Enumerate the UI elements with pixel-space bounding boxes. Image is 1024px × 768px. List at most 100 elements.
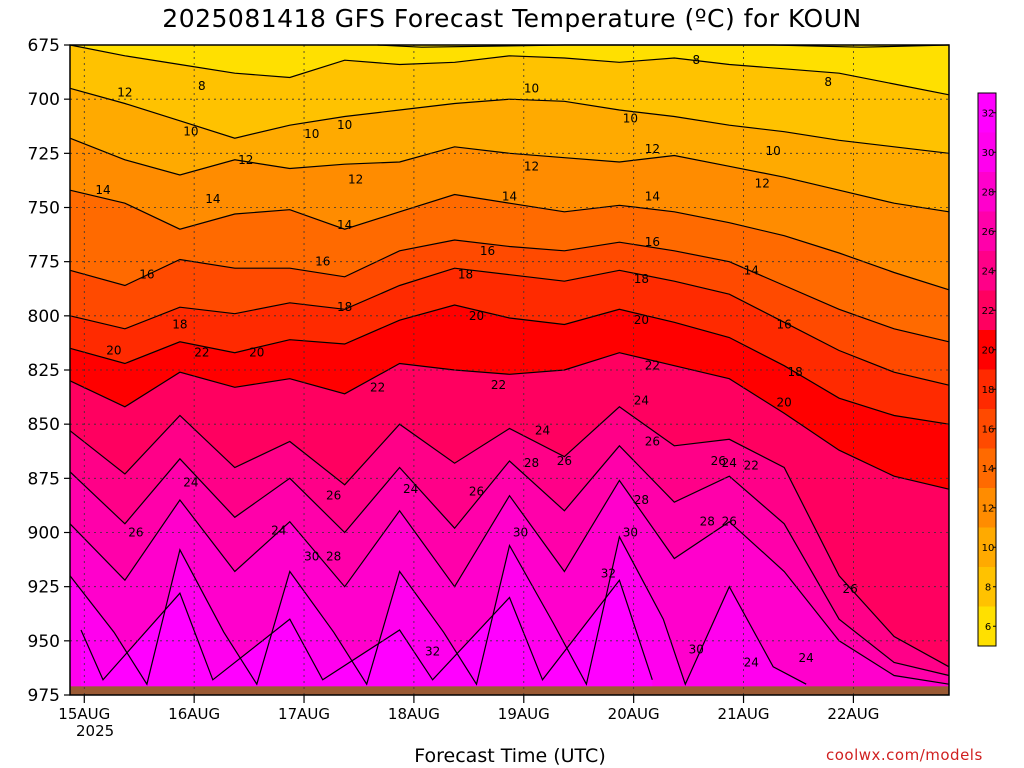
contour-label: 22 [744, 458, 759, 472]
contour-label: 10 [623, 112, 638, 126]
contour-label: 24 [634, 393, 649, 407]
contour-label: 16 [480, 244, 495, 258]
contour-label: 22 [194, 346, 209, 360]
contour-label: 24 [403, 482, 418, 496]
contour-label: 14 [205, 192, 220, 206]
contour-fill-32 [81, 580, 653, 695]
contour-line-20 [69, 304, 950, 425]
x-tick-label: 17AUG [278, 705, 330, 723]
x-tick-label: 16AUG [168, 705, 220, 723]
contour-label: 16 [315, 255, 330, 269]
contour-label: 26 [645, 435, 660, 449]
contour-line-18 [69, 267, 950, 386]
contour-label: 28 [326, 549, 341, 563]
colorbar-frame [977, 92, 997, 647]
contour-label: 26 [711, 454, 726, 468]
colorbar-swatch [978, 369, 996, 409]
contour-label: 26 [128, 526, 143, 540]
colorbar-swatch [978, 290, 996, 330]
colorbar-label: 8 [985, 582, 991, 593]
contour-label: 10 [304, 127, 319, 141]
y-tick-label: 875 [28, 469, 60, 489]
x-tick-label: 21AUG [718, 705, 770, 723]
contour-label: 26 [557, 454, 572, 468]
contour-line-32 [80, 578, 653, 681]
contour-label: 10 [337, 118, 352, 132]
x-tick-label: 22AUG [827, 705, 879, 723]
y-tick-label: 825 [28, 361, 60, 381]
contour-label: 14 [502, 190, 517, 204]
y-tick-label: 850 [28, 415, 60, 435]
contour-label: 20 [106, 344, 121, 358]
contour-label: 22 [491, 378, 506, 392]
colorbar-label: 18 [982, 385, 995, 396]
colorbar-label: 22 [982, 306, 995, 317]
x-tick-label: 18AUG [388, 705, 440, 723]
y-tick-label: 775 [28, 253, 60, 273]
contour-label: 16 [645, 235, 660, 249]
contour-label: 24 [183, 476, 198, 490]
x-tick-label: 19AUG [498, 705, 550, 723]
contour-line-22 [69, 352, 950, 490]
contour-label: 30 [689, 643, 704, 657]
contour-label: 14 [744, 263, 759, 277]
colorbar-label: 32 [982, 108, 995, 119]
colorbar-swatch [978, 448, 996, 488]
contour-label: 12 [524, 159, 539, 173]
contour-label: 8 [198, 79, 206, 93]
contour-label: 18 [634, 272, 649, 286]
colorbar-label: 26 [982, 227, 995, 238]
contour-label: 28 [634, 493, 649, 507]
contour-label: 20 [634, 313, 649, 327]
contour-label: 10 [183, 125, 198, 139]
contour-label: 28 [524, 456, 539, 470]
x-axis-label: Forecast Time (UTC) [414, 745, 606, 767]
contour-label: 24 [799, 651, 814, 665]
contour-line-14 [69, 189, 950, 291]
colorbar-swatch [978, 172, 996, 212]
contour-label: 14 [337, 218, 352, 232]
colorbar-label: 10 [982, 543, 995, 554]
contour-label: 12 [117, 86, 132, 100]
colorbar-swatch [978, 606, 996, 646]
contour-line-16 [69, 239, 950, 343]
y-tick-label: 725 [28, 144, 60, 164]
x-tick-year: 2025 [76, 722, 115, 740]
ground-strip [70, 686, 949, 695]
contour-label: 26 [326, 489, 341, 503]
contour-label: 20 [469, 309, 484, 323]
contour-label: 26 [722, 515, 737, 529]
contour-label: 8 [692, 53, 700, 67]
colorbar-swatch [978, 567, 996, 607]
contour-label: 18 [337, 300, 352, 314]
contour-label: 24 [535, 424, 550, 438]
contour-label: 16 [777, 318, 792, 332]
contour-label: 8 [824, 75, 832, 89]
y-tick-label: 750 [28, 199, 60, 219]
y-tick-label: 950 [28, 632, 60, 652]
contour-label: 20 [249, 346, 264, 360]
contour-label: 28 [700, 515, 715, 529]
x-tick-label: 20AUG [608, 705, 660, 723]
chart-title: 2025081418 GFS Forecast Temperature (ºC)… [162, 4, 862, 33]
credit-text: coolwx.com/models [826, 746, 983, 764]
contour-label: 18 [172, 318, 187, 332]
colorbar-swatch [978, 409, 996, 449]
contour-label: 10 [524, 81, 539, 95]
contour-label: 24 [722, 456, 737, 470]
y-tick-label: 925 [28, 578, 60, 598]
contour-label: 22 [645, 359, 660, 373]
colorbar-label: 28 [982, 187, 995, 198]
colorbar-swatch [978, 211, 996, 251]
contour-label: 30 [623, 526, 638, 540]
contour-label: 26 [842, 582, 857, 596]
contour-line-24 [69, 406, 950, 668]
colorbar-swatch [978, 488, 996, 528]
colorbar-swatch [978, 527, 996, 567]
contour-label: 12 [238, 153, 253, 167]
colorbar-label: 16 [982, 424, 995, 435]
y-tick-label: 675 [28, 36, 60, 56]
colorbar-label: 6 [985, 622, 991, 633]
colorbar-swatch [978, 93, 996, 133]
y-tick-label: 700 [28, 90, 60, 110]
